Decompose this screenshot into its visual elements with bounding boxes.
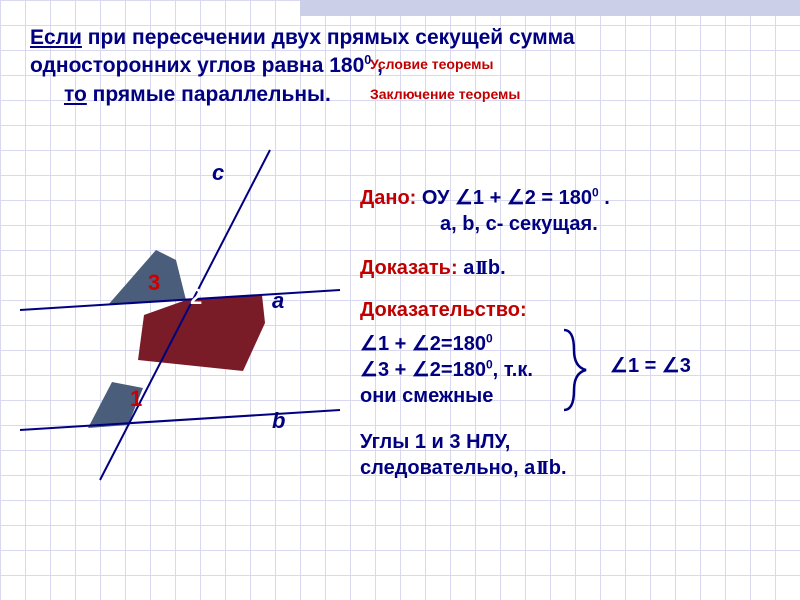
prove-label: Доказать: [360,257,463,279]
condition-label: Условие теоремы [370,56,493,72]
eq1a: 1 + [378,333,412,355]
eq1sup: 0 [486,331,493,345]
right-column: Дано: ОУ ∠1 + ∠2 = 1800 . a, b, c- секущ… [360,185,790,481]
geometry-diagram: c a b 3 2 1 [10,130,350,490]
concl-1: Углы 1 и 3 НЛУ, [360,431,510,453]
prove-b: b. [488,257,506,279]
concl-2a: следовательно, a [360,457,535,479]
angle-icon: ∠ [360,333,378,355]
given-line2: a, b, c- секущая. [440,213,598,235]
given-label: Дано: [360,187,422,209]
brace-icon [556,325,596,415]
angle-3: 3 [148,270,160,296]
angle-icon: ∠ [662,355,680,377]
given-sup: 0 [592,185,599,199]
given-1b: 1 + [473,187,507,209]
parallel-icon: II [536,455,546,481]
eq2b: 2=180 [430,359,486,381]
angle-icon: ∠ [412,333,430,355]
given-line1: ОУ ∠1 + ∠2 = 1800 . [422,187,610,209]
concl-2b: b. [549,457,567,479]
eq2tail: , т.к. [493,359,533,381]
theorem-line2: односторонних углов равна 180 [30,54,364,77]
given-row: Дано: ОУ ∠1 + ∠2 = 1800 . a, b, c- секущ… [360,185,790,237]
line-b [20,410,340,430]
if-word: Если [30,26,82,49]
label-b: b [272,408,285,434]
angle-icon: ∠ [507,187,525,209]
res-a: 1 = [628,355,662,377]
diagram-svg [10,130,350,490]
then-word: то [64,83,87,106]
angle-icon: ∠ [610,355,628,377]
angle-1: 1 [130,386,142,412]
label-c: c [212,160,224,186]
angle-icon: ∠ [412,359,430,381]
angle-icon: ∠ [360,359,378,381]
prove-text: aIIb. [463,257,505,279]
prove-row: Доказать: aIIb. [360,255,790,281]
eq1b: 2=180 [430,333,486,355]
parallel-icon: II [475,255,485,281]
label-a: a [272,288,284,314]
prove-a: a [463,257,474,279]
proof-label: Доказательство: [360,297,790,323]
given-1c: 2 = 180 [525,187,592,209]
final-conclusion: Углы 1 и 3 НЛУ, следовательно, aIIb. [360,429,790,481]
equations: ∠1 + ∠2=1800 ∠3 + ∠2=1800, т.к. они смеж… [360,331,533,409]
result-eq: ∠1 = ∠3 [610,353,691,379]
then-tail: прямые параллельны. [87,83,331,106]
res-b: 3 [680,355,691,377]
slide-content: Если при пересечении двух прямых секущей… [0,0,800,600]
angle-icon: ∠ [455,187,473,209]
if-tail: при пересечении двух прямых секущей сумм… [82,26,575,49]
proof-block: ∠1 + ∠2=1800 ∠3 + ∠2=1800, т.к. они смеж… [360,331,790,409]
eq2sup: 0 [486,357,493,371]
angle-fill-3 [108,250,186,305]
conclusion-label: Заключение теоремы [370,86,520,102]
eq3: они смежные [360,385,493,407]
given-1a: ОУ [422,187,455,209]
eq2a: 3 + [378,359,412,381]
angle-2: 2 [190,284,202,310]
given-end: . [599,187,610,209]
